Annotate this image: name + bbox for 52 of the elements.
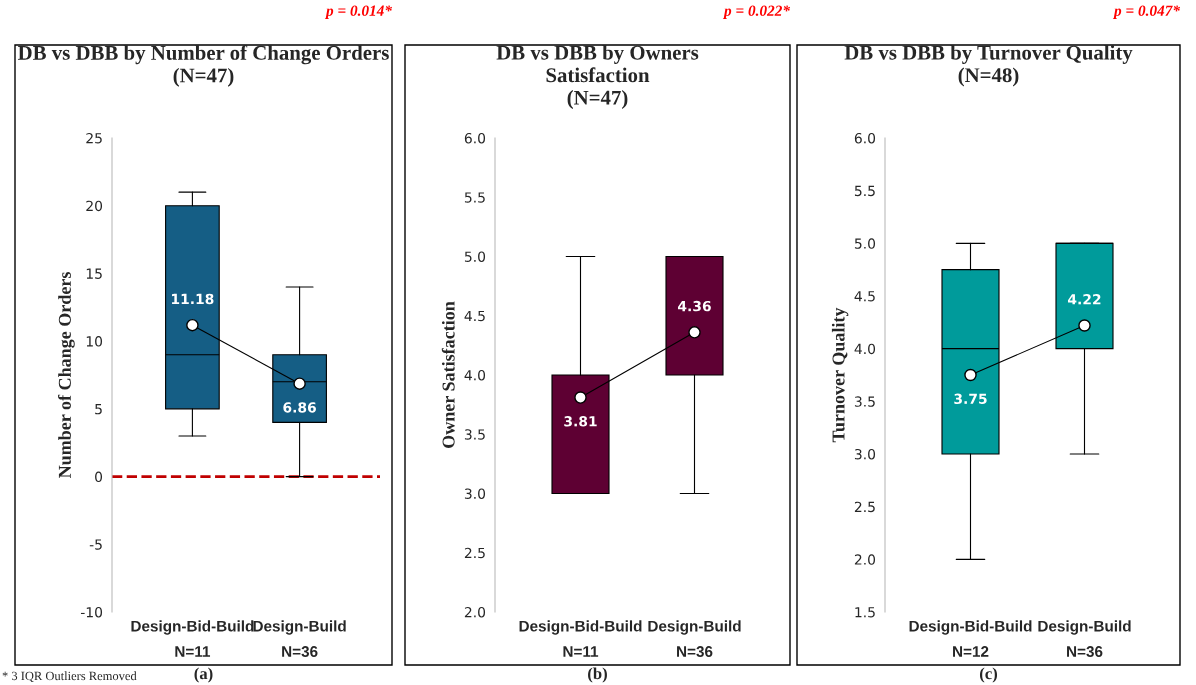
x-tick-label: Design-Build N=36	[253, 620, 346, 657]
data-label: 4.36	[677, 300, 711, 312]
y-axis-title: Owner Satisfaction	[441, 301, 455, 448]
y-tick-label: 2.0	[854, 554, 876, 565]
text: p = 0.014*	[324, 5, 393, 19]
text: (b)	[588, 667, 607, 683]
y-tick-label: 2.0	[464, 606, 486, 618]
y-tick-label: 4.5	[854, 291, 875, 302]
data-label: 11.18	[172, 293, 214, 305]
y-tick-label: 4.0	[854, 343, 876, 355]
y-tick-label: 3.0	[464, 488, 486, 499]
y-tick-label: 20	[86, 200, 103, 212]
data-label: 3.75	[954, 393, 987, 405]
text: * 3 IQR Outliers Removed	[2, 671, 137, 683]
y-tick-label: 4.0	[464, 369, 486, 381]
y-tick-label: 6.0	[854, 132, 876, 144]
y-tick-label: 25	[86, 132, 102, 144]
x-tick-label: Design-Bid-Build N=11	[519, 620, 642, 657]
data-label: 4.22	[1067, 294, 1101, 305]
y-tick-label: 10	[86, 336, 103, 347]
data-label: 6.86	[283, 402, 316, 413]
y-tick-label: 0	[95, 471, 103, 483]
y-tick-label: 6.0	[464, 132, 486, 144]
text: p = 0.022*	[722, 5, 791, 19]
y-tick-label: 3.5	[854, 396, 875, 407]
y-tick-label: 3.0	[854, 448, 876, 460]
y-tick-label: 5.0	[464, 251, 486, 262]
y-tick-label: 5.0	[854, 238, 876, 249]
chart-title: DB vs DBB by Turnover Quality (N=48)	[844, 45, 1133, 87]
x-tick-label: Design-Build N=36	[648, 620, 741, 657]
y-tick-label: 1.5	[855, 607, 875, 618]
chart-title: DB vs DBB by Number of Change Orders (N=47)	[17, 45, 389, 87]
y-axis-title: Turnover Quality	[831, 307, 849, 443]
y-tick-label: 5	[95, 404, 102, 415]
y-tick-label: 5.5	[464, 192, 485, 203]
x-tick-label: Design-Bid-Build N=11	[131, 620, 254, 657]
text: p = 0.047*	[1112, 5, 1181, 19]
y-tick-label: 15	[86, 268, 102, 279]
y-tick-label: 2.5	[854, 501, 875, 513]
x-tick-label: Design-Bid-Build N=12	[909, 620, 1032, 657]
text: (c)	[979, 667, 998, 683]
y-tick-label: 3.5	[464, 429, 485, 440]
chart-title: DB vs DBB by Owners Satisfaction (N=47)	[496, 45, 699, 109]
x-tick-label: Design-Build N=36	[1038, 620, 1131, 657]
text: (a)	[194, 667, 213, 683]
y-tick-label: -5	[89, 539, 102, 550]
y-tick-label: -10	[80, 606, 103, 618]
y-axis-title: Number of Change Orders	[58, 272, 75, 479]
y-tick-label: 2.5	[464, 547, 485, 559]
data-label: 3.81	[564, 416, 597, 427]
y-tick-label: 5.5	[854, 185, 875, 197]
y-tick-label: 4.5	[464, 310, 485, 322]
